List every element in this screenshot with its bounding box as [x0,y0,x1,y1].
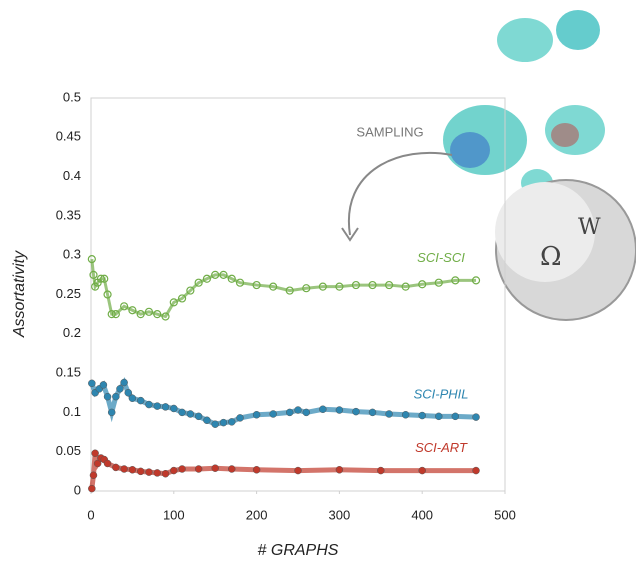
point [170,405,177,412]
point [203,417,210,424]
x-axis-title: # GRAPHS [258,542,339,559]
y-tick-label: 0.35 [56,207,81,222]
y-tick-label: 0.2 [63,325,81,340]
y-tick-label: 0.4 [63,168,81,183]
network-images [443,10,605,197]
y-tick-label: 0 [74,482,81,497]
page: {"chart_data": {"type": "scatter", "x_la… [0,0,636,563]
point [104,460,111,467]
series-label: SCI-ART [415,440,468,455]
point [145,401,152,408]
point [237,414,244,421]
series-label: SCI-PHIL [414,387,469,402]
point [212,421,219,428]
x-tick-label: 500 [494,507,516,522]
point [187,410,194,417]
x-tick-label: 100 [163,507,185,522]
point [154,469,161,476]
point [253,411,260,418]
plot-frame [91,98,505,491]
point [228,465,235,472]
x-tick-label: 300 [329,507,351,522]
point [88,485,95,492]
point [195,465,202,472]
point [121,379,128,386]
y-axis-title: Assortativity [11,250,28,338]
point [212,465,219,472]
svg-text:W: W [578,215,601,240]
x-tick-label: 0 [87,507,94,522]
point [303,409,310,416]
point [228,418,235,425]
point [88,380,95,387]
point [90,472,97,479]
annotation: SAMPLING [356,124,423,139]
point [100,381,107,388]
point [402,411,409,418]
point [419,467,426,474]
chart: Ω W SAMPLING # GRAPHS Assortativity 0 0.0… [0,0,636,563]
point [270,410,277,417]
point [179,409,186,416]
point [336,466,343,473]
point [129,466,136,473]
point [137,468,144,475]
series-label: SCI-SCI [417,250,465,265]
x-tick-label: 400 [411,507,433,522]
y-tick-label: 0.25 [56,286,81,301]
point [473,467,480,474]
wikipedia-globe: Ω W [495,180,636,320]
point [473,414,480,421]
point [179,465,186,472]
point [253,466,260,473]
point [104,393,111,400]
point [145,469,152,476]
point [162,470,169,477]
point [116,385,123,392]
point [121,465,128,472]
point [286,409,293,416]
point [419,412,426,419]
y-tick-label: 0.3 [63,247,81,262]
y-tick-label: 0.5 [63,89,81,104]
point [369,409,376,416]
point [319,406,326,413]
svg-text:Ω: Ω [540,242,562,272]
point [112,464,119,471]
point [154,403,161,410]
point [295,467,302,474]
sampling-arrow [349,153,452,235]
point [129,395,136,402]
point [435,413,442,420]
point [220,419,227,426]
point [452,413,459,420]
point [108,409,115,416]
point [195,413,202,420]
y-tick-label: 0.45 [56,129,81,144]
point [162,403,169,410]
point [170,467,177,474]
point [386,410,393,417]
x-tick-label: 200 [246,507,268,522]
point [92,450,99,457]
point [137,397,144,404]
y-tick-label: 0.15 [56,365,81,380]
y-tick-label: 0.05 [56,443,81,458]
point [336,407,343,414]
point [112,393,119,400]
point [352,408,359,415]
point [295,407,302,414]
y-tick-label: 0.1 [63,404,81,419]
point [377,467,384,474]
